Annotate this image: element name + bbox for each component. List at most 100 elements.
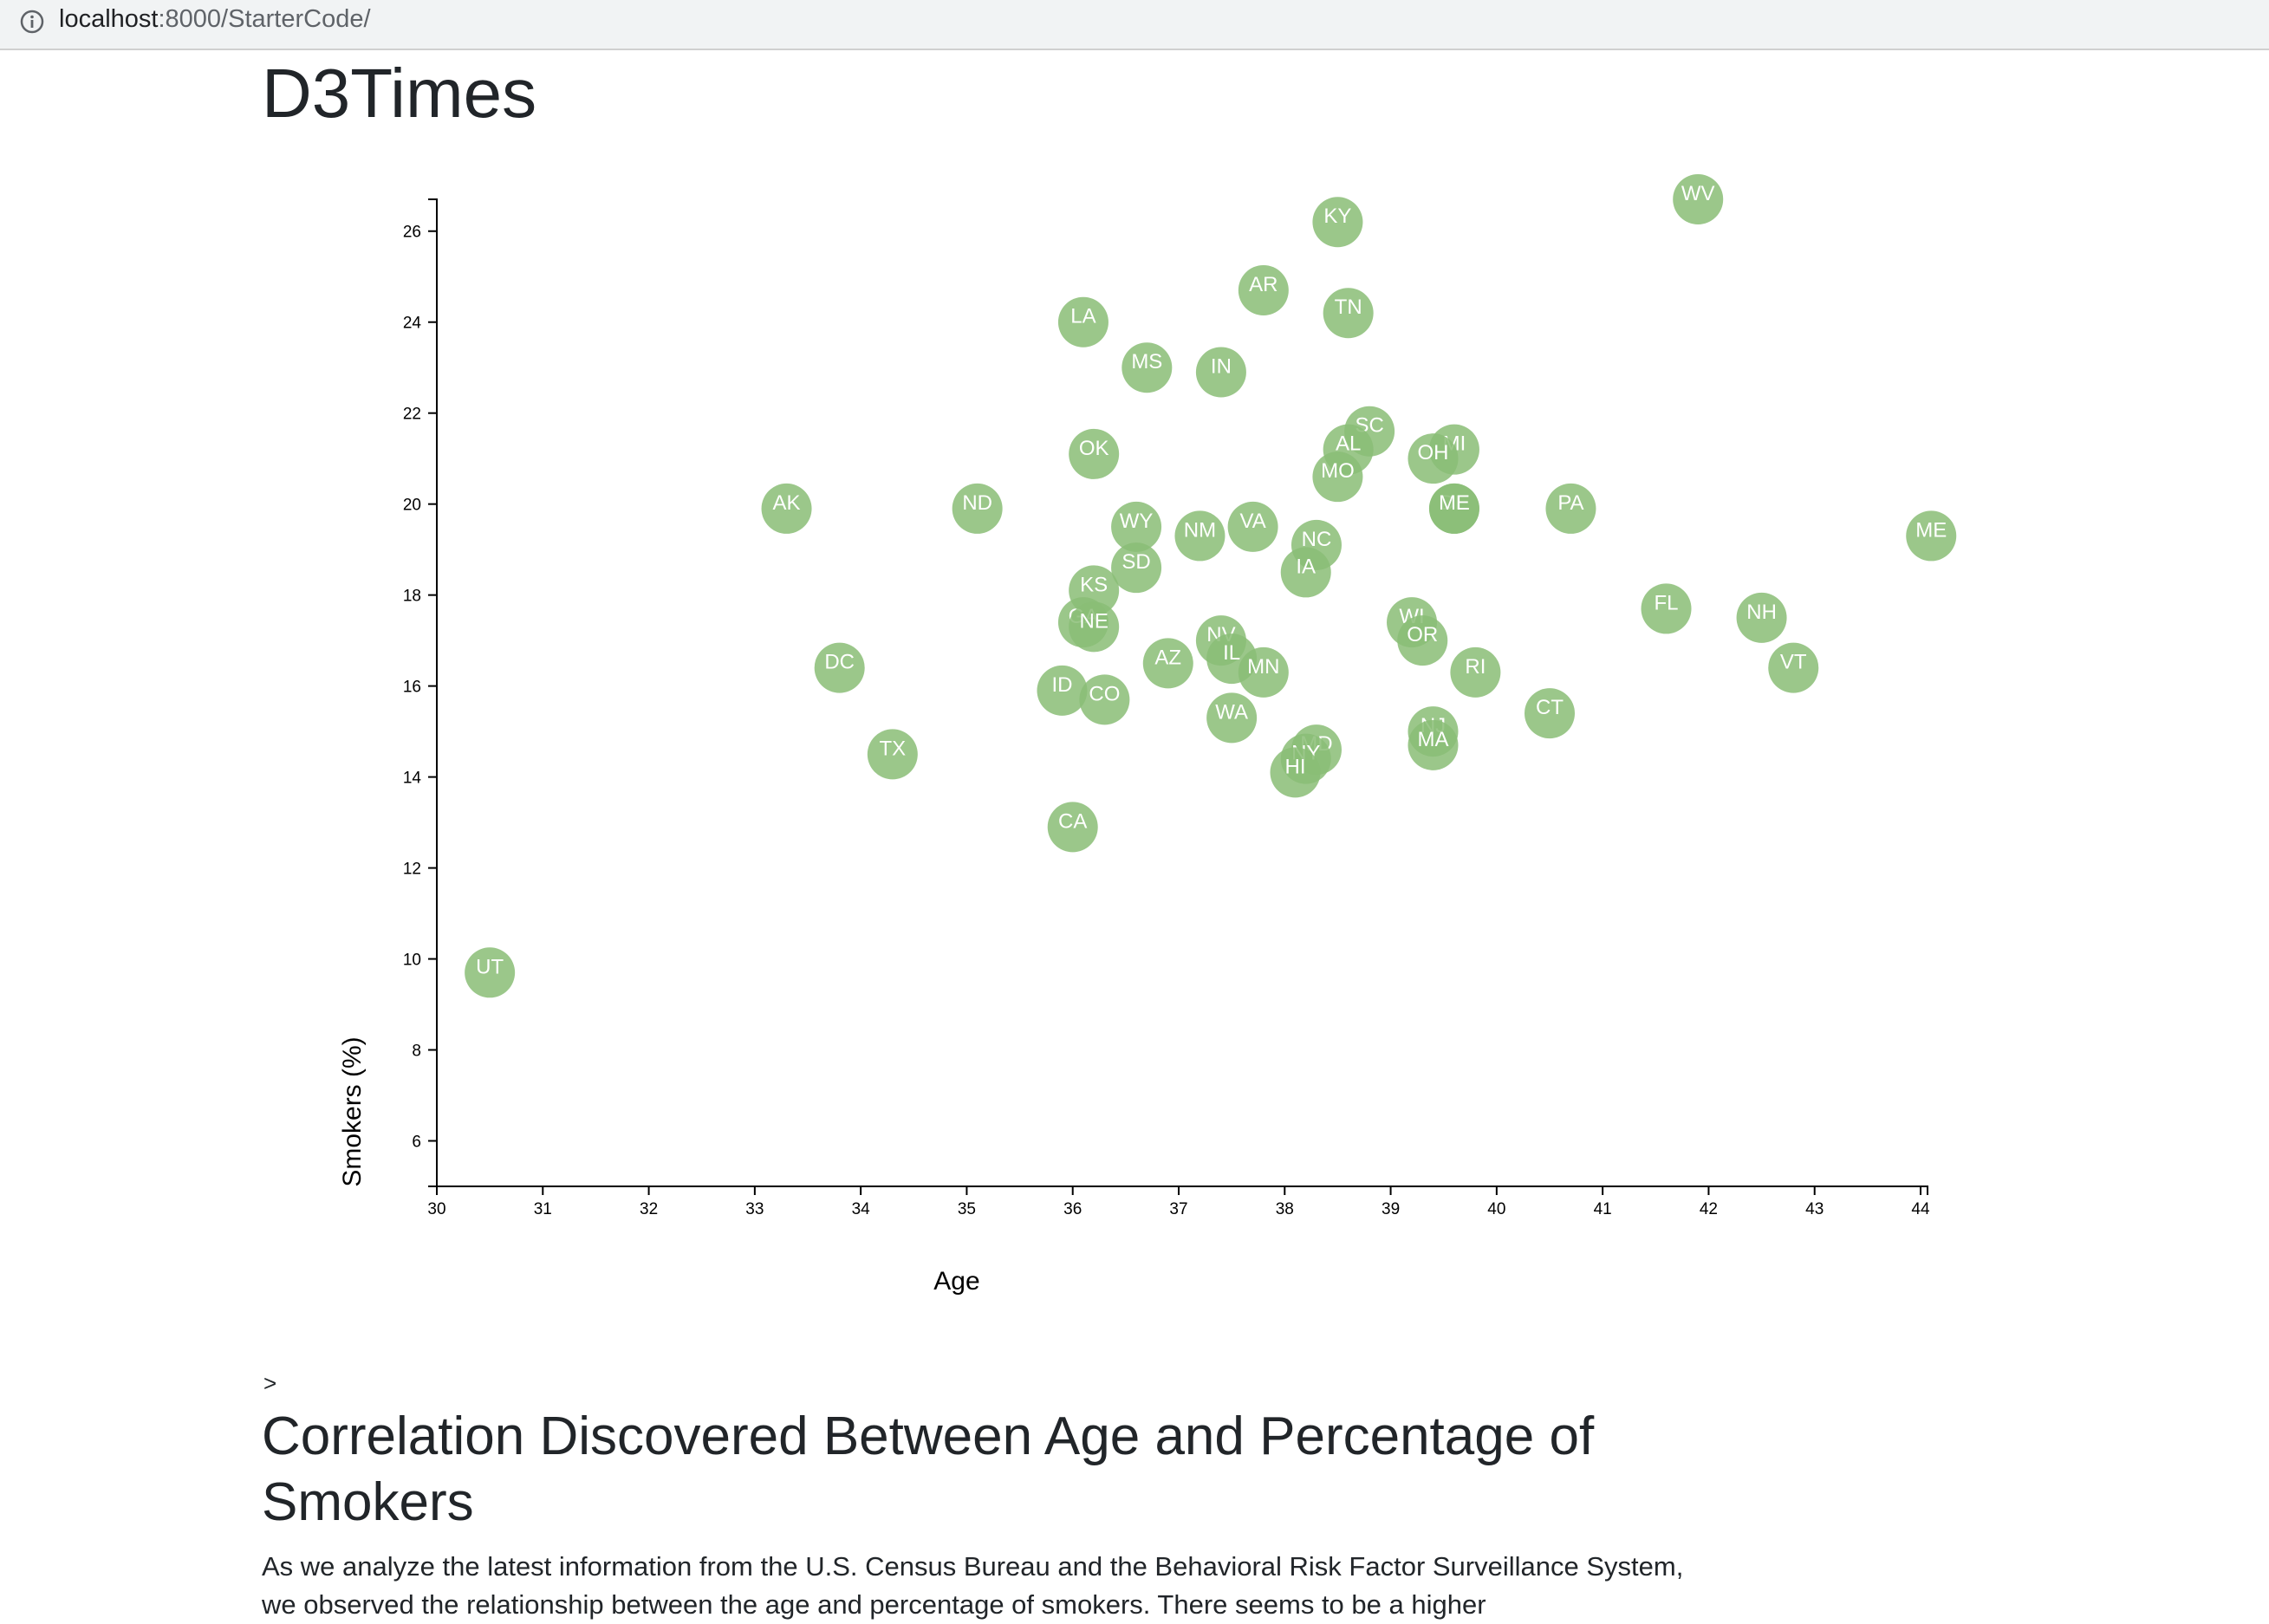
state-label: AK — [773, 491, 801, 515]
state-circle — [1057, 296, 1108, 348]
state-label: HI — [1285, 755, 1306, 778]
state-point: CA — [1047, 802, 1098, 853]
state-label: MN — [1247, 655, 1279, 679]
y-tick-label: 6 — [412, 1134, 421, 1152]
state-circle — [1142, 638, 1193, 689]
state-label: OH — [1417, 441, 1448, 464]
url-text[interactable]: localhost:8000/StarterCode/ — [59, 2, 371, 36]
caret-text: > — [263, 1370, 277, 1396]
state-label: OR — [1407, 623, 1438, 646]
state-label: VT — [1780, 651, 1807, 674]
state-circle — [1768, 642, 1819, 693]
state-label: MA — [1417, 728, 1448, 751]
y-tick-label: 16 — [403, 679, 421, 697]
x-tick-label: 41 — [1594, 1200, 1612, 1218]
state-point: AK — [761, 483, 812, 534]
state-label: AR — [1249, 273, 1278, 296]
state-circle — [1174, 510, 1226, 562]
state-label: WV — [1681, 182, 1715, 205]
state-circle — [1206, 692, 1258, 744]
y-tick-label: 20 — [403, 497, 421, 515]
state-label: CT — [1536, 696, 1564, 719]
state-point: MN — [1238, 646, 1289, 698]
x-tick-label: 30 — [427, 1200, 445, 1218]
state-label: UT — [476, 955, 504, 978]
state-point: TN — [1323, 288, 1374, 339]
state-point: KY — [1312, 197, 1363, 248]
state-label: NH — [1746, 601, 1777, 624]
x-axis: 30 31 32 33 34 35 36 37 38 39 40 41 42 43 44 — [427, 1186, 1930, 1218]
state-point: ME — [1428, 483, 1479, 534]
x-tick-label: 42 — [1700, 1200, 1718, 1218]
state-point: WV — [1673, 174, 1724, 224]
state-label: OK — [1079, 437, 1109, 460]
x-tick-label: 37 — [1169, 1200, 1187, 1218]
state-label: FL — [1655, 591, 1679, 614]
state-point: PA — [1545, 483, 1596, 534]
address-bar[interactable]: localhost:8000/StarterCode/ — [0, 0, 2269, 50]
x-tick-label: 31 — [534, 1200, 552, 1218]
article-paragraph: As we analyze the latest information fro… — [262, 1551, 1684, 1620]
url-path: :8000/StarterCode/ — [158, 5, 371, 33]
x-tick-label: 33 — [745, 1200, 764, 1218]
state-point: WA — [1206, 692, 1258, 744]
state-label: TX — [879, 737, 906, 760]
x-tick-label: 35 — [958, 1200, 976, 1218]
state-point: AR — [1238, 264, 1289, 315]
state-label: TN — [1335, 296, 1362, 319]
state-circle — [761, 483, 812, 534]
y-tick-label: 14 — [403, 770, 422, 788]
state-point: SD — [1111, 542, 1162, 594]
state-circle — [1238, 646, 1289, 698]
state-label: ID — [1051, 673, 1072, 697]
state-point: UT — [465, 947, 516, 998]
state-circle — [814, 642, 865, 693]
page-title: D3Times — [262, 55, 537, 132]
url-host: localhost — [59, 5, 159, 33]
y-axis: 6 8 10 12 14 16 18 20 22 24 26 — [403, 198, 438, 1187]
y-tick-label: 24 — [403, 315, 422, 333]
state-label: NM — [1184, 518, 1216, 542]
state-label: KS — [1080, 573, 1108, 596]
state-circle — [1280, 547, 1331, 598]
y-tick-label: 10 — [403, 952, 421, 970]
state-label: DC — [824, 651, 855, 674]
state-point: MO — [1312, 451, 1363, 503]
state-circle — [1312, 197, 1363, 248]
state-circle — [1111, 542, 1162, 594]
x-tick-label: 36 — [1063, 1200, 1082, 1218]
y-axis-title: Smokers (%) — [338, 1036, 367, 1186]
state-label: AL — [1336, 432, 1361, 456]
data-points: WVKYARTNLAMSINSCALMIOHOKMODEMEAKNDPAWYVA… — [465, 174, 1957, 998]
state-circle — [1047, 802, 1098, 853]
state-point: RI — [1450, 646, 1501, 698]
state-point: ME — [1906, 510, 1957, 562]
state-label: WA — [1215, 700, 1248, 724]
x-axis-title: Age — [933, 1267, 979, 1296]
state-circle — [1227, 501, 1278, 552]
state-point: OR — [1397, 615, 1448, 666]
info-icon[interactable] — [17, 7, 47, 36]
state-point: FL — [1641, 583, 1692, 634]
x-tick-label: 44 — [1911, 1200, 1930, 1218]
state-circle — [867, 729, 918, 780]
state-circle — [1111, 501, 1162, 552]
state-circle — [1312, 451, 1363, 503]
state-point: IA — [1280, 547, 1331, 598]
state-label: MS — [1131, 350, 1162, 374]
state-circle — [1641, 583, 1692, 634]
x-tick-label: 43 — [1805, 1200, 1824, 1218]
state-label: SD — [1121, 550, 1150, 574]
state-circle — [1037, 665, 1088, 716]
state-circle — [1525, 688, 1575, 739]
state-label: KY — [1323, 205, 1351, 228]
state-circle — [1238, 264, 1289, 315]
article-heading: Correlation Discovered Between Age and P… — [262, 1406, 1595, 1532]
state-label: VA — [1239, 510, 1265, 533]
y-tick-label: 26 — [403, 224, 421, 242]
state-label: ME — [1915, 518, 1947, 542]
state-circle — [1195, 347, 1246, 398]
state-point: LA — [1057, 296, 1108, 348]
y-tick-label: 18 — [403, 588, 421, 606]
state-point: VA — [1227, 501, 1278, 552]
